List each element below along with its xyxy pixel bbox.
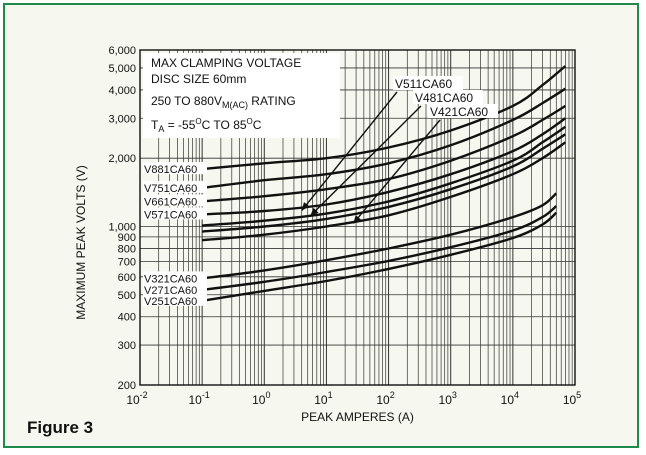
series-label-bg [393, 76, 463, 90]
x-tick-label: 102 [376, 390, 394, 407]
figure-caption: Figure 3 [27, 418, 94, 437]
series-line-v881ca60 [201, 65, 567, 171]
info-box: MAX CLAMPING VOLTAGE DISC SIZE 60mm 250 … [143, 53, 340, 138]
y-axis-label: MAXIMUM PEAK VOLTS (V) [74, 165, 88, 319]
series-label-bg [143, 162, 207, 175]
x-axis-label: PEAK AMPERES (A) [301, 410, 414, 424]
arrow-head [301, 202, 310, 211]
info-temperature-line: TA = -55OC TO 85OC [151, 117, 262, 134]
series-line-v251ca60 [201, 211, 558, 302]
arrow-line [309, 105, 422, 217]
series-line-v421ca60 [201, 141, 567, 242]
series-label-v511ca60: V511CA60 [395, 77, 452, 91]
x-tick-label: 10-2 [126, 390, 147, 407]
temp-unit: C [253, 118, 262, 132]
y-tick-label: 5,000 [108, 63, 136, 75]
series-label-v571ca60: V571CA60 [144, 209, 197, 221]
series-line-v661ca60 [201, 104, 567, 203]
plot-border [139, 49, 576, 386]
series-label-v661ca60: V661CA60 [144, 196, 197, 208]
x-tick-label: 100 [252, 390, 270, 407]
series-label-bg [143, 194, 207, 207]
arrow-line [352, 119, 441, 224]
temp-subscript: A [158, 124, 164, 134]
arrow-head [310, 207, 319, 216]
info-title-line: MAX CLAMPING VOLTAGE [151, 56, 301, 70]
rating-subscript: M(AC) [222, 100, 248, 110]
series-line-v571ca60 [202, 117, 567, 216]
info-rating-line: 250 TO 880VM(AC) RATING [151, 94, 296, 110]
x-tick-label: 103 [439, 390, 457, 407]
series-label-v881ca60: V881CA60 [144, 164, 197, 176]
y-tick-label: 2,000 [108, 153, 136, 165]
series-label-v251ca60: V251CA60 [144, 296, 197, 308]
info-disc-size-line: DISC SIZE 60mm [151, 72, 246, 86]
y-tick-label: 4,000 [108, 85, 136, 97]
rating-suffix: RATING [248, 94, 296, 108]
series-label-bg [143, 282, 207, 295]
info-box-background [143, 53, 340, 138]
series-line-v321ca60 [201, 192, 558, 280]
temp-symbol: T [151, 118, 159, 132]
y-tick-label: 400 [118, 312, 136, 324]
y-tick-label: 600 [118, 272, 136, 284]
temp-low: = -55 [164, 118, 195, 132]
x-tick-label: 10-1 [188, 390, 209, 407]
x-tick-label: 105 [563, 390, 581, 407]
series-line-v271ca60 [201, 205, 558, 292]
series-label-v321ca60: V321CA60 [144, 273, 197, 285]
arrow-line [301, 91, 398, 212]
x-tick-label: 104 [501, 390, 519, 407]
series-line-v751ca60 [201, 87, 567, 190]
series-label-bg [413, 90, 483, 104]
series-label-bg [143, 293, 207, 306]
x-tick-labels: 10-2 10-1 100 101 102 103 104 105 [126, 390, 581, 407]
series-lines [201, 65, 567, 302]
series-label-v751ca60: V751CA60 [144, 183, 197, 195]
y-tick-label: 200 [118, 380, 136, 392]
y-tick-label: 1,000 [108, 221, 136, 233]
y-tick-label: 700 [118, 257, 136, 269]
series-label-bg [428, 104, 498, 118]
y-tick-label: 300 [118, 340, 136, 352]
figure-frame: 6,000 5,000 4,000 3,000 2,000 1,000 900 800 700 6… [3, 3, 639, 448]
y-tick-label: 3,000 [108, 113, 136, 125]
y-tick-label: 900 [118, 232, 136, 244]
x-tick-label: 101 [314, 390, 332, 407]
series-line-v481ca60 [202, 133, 567, 233]
y-tick-label: 6,000 [108, 45, 136, 57]
y-tick-label: 500 [118, 290, 136, 302]
series-line-v511ca60 [202, 125, 567, 227]
series-label-bg [143, 207, 207, 220]
rating-prefix: 250 TO 880V [151, 94, 222, 108]
temp-high: C TO 85 [202, 118, 247, 132]
y-tick-label: 800 [118, 243, 136, 255]
series-label-v481ca60: V481CA60 [415, 91, 473, 105]
arrow-head [353, 215, 362, 224]
degree-sup-2: O [247, 117, 253, 126]
series-label-bg [143, 180, 207, 193]
series-label-v421ca60: V421CA60 [430, 105, 488, 119]
series-label-bg [143, 271, 207, 284]
degree-sup-1: O [195, 117, 201, 126]
